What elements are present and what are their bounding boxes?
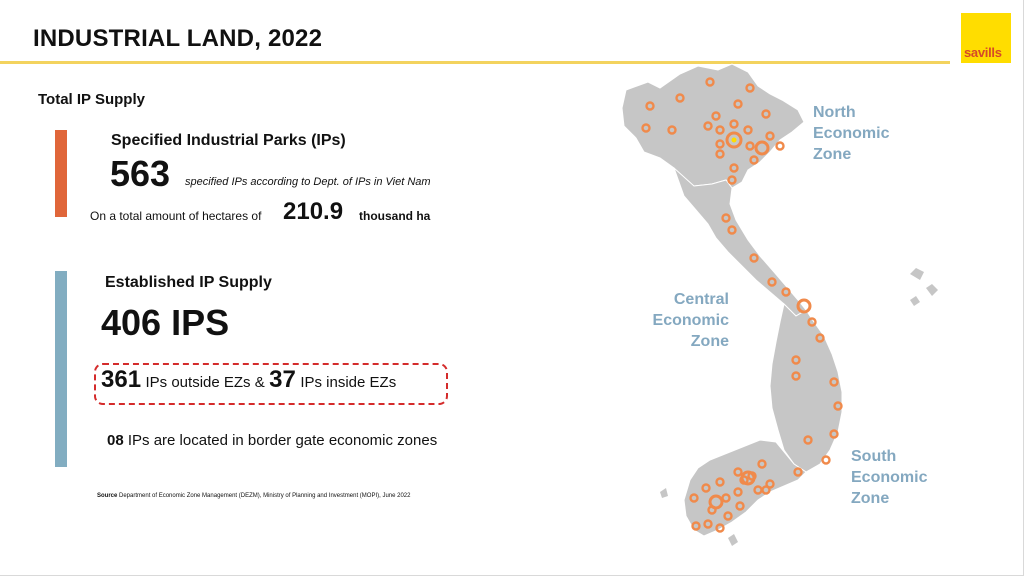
outside-ez-text: IPs outside EZs &: [145, 374, 265, 391]
ip-marker: [781, 287, 791, 297]
border-gate-note: 08 IPs are located in border gate econom…: [107, 431, 447, 451]
ip-marker: [715, 149, 725, 159]
central-zone-label: Central Economic Zone: [652, 291, 729, 350]
ip-marker: [689, 493, 699, 503]
ip-marker: [715, 139, 725, 149]
ip-marker: [775, 141, 785, 151]
logo-text: savills: [964, 45, 1002, 60]
ip-marker: [743, 125, 753, 135]
specified-heading: Specified Industrial Parks (IPs): [111, 132, 346, 149]
ip-marker: [703, 519, 713, 529]
title-divider: [0, 61, 950, 64]
ip-marker: [793, 467, 803, 477]
specified-count: 563: [110, 153, 171, 194]
inside-ez-text: IPs inside EZs: [300, 374, 397, 391]
north-zone-label: North Economic Zone: [813, 104, 890, 163]
source-note: Source Department of Economic Zone Manag…: [97, 492, 410, 501]
vietnam-map: [621, 63, 938, 546]
map-island-3: [910, 296, 920, 306]
source-text: Department of Economic Zone Management (…: [119, 493, 411, 499]
ip-marker: [749, 155, 759, 165]
savills-logo: savills: [961, 13, 1011, 63]
ez-highlight-box: [94, 363, 448, 405]
area-value: 210.9: [283, 198, 344, 225]
ip-marker: [675, 93, 685, 103]
ip-marker: [721, 493, 731, 503]
ip-markers: [641, 77, 843, 533]
ip-marker: [733, 467, 743, 477]
south-zone-label: South Economic Zone: [851, 448, 928, 507]
ip-marker: [829, 377, 839, 387]
specified-accent-bar: [55, 130, 67, 217]
ip-cluster-hanoi: [725, 131, 743, 149]
ip-marker: [723, 511, 733, 521]
ip-marker: [753, 485, 763, 495]
page-title: INDUSTRIAL LAND, 2022: [33, 25, 323, 52]
specified-count-note: specified IPs according to Dept. of IPs …: [185, 176, 431, 188]
ip-marker: [833, 401, 843, 411]
ip-marker: [733, 99, 743, 109]
ip-marker: [791, 355, 801, 365]
ip-cluster-mekong: [708, 494, 724, 510]
ip-marker: [829, 429, 839, 439]
ez-breakdown: 361 IPs outside EZs & 37 IPs inside EZs: [101, 366, 396, 394]
map-island-2: [926, 284, 938, 296]
ip-marker: [727, 175, 737, 185]
ip-marker: [821, 455, 831, 465]
ip-marker: [735, 501, 745, 511]
border-gate-count: 08: [107, 432, 124, 449]
source-label: Source: [97, 493, 118, 499]
established-accent-bar: [55, 271, 67, 467]
ip-marker: [745, 83, 755, 93]
ip-marker: [767, 277, 777, 287]
hanoi-center-dot: [731, 137, 737, 143]
map-region-central: [769, 303, 843, 473]
area-unit: thousand ha: [359, 209, 431, 223]
ip-marker: [729, 163, 739, 173]
border-gate-text: IPs are located in border gate economic …: [127, 432, 438, 449]
ip-marker: [715, 125, 725, 135]
established-count: 406 IPS: [101, 302, 230, 343]
ip-marker: [721, 213, 731, 223]
ip-marker: [715, 477, 725, 487]
map-region-north: [621, 63, 805, 189]
ip-marker: [703, 121, 713, 131]
section-title: Total IP Supply: [38, 91, 145, 108]
map-island-1: [910, 268, 924, 280]
ip-cluster-markers: [708, 131, 812, 510]
ip-marker: [705, 77, 715, 87]
ip-marker: [641, 123, 651, 133]
area-prefix: On a total amount of hectares of: [90, 209, 262, 223]
ip-cluster-hcmc: [740, 470, 756, 486]
ip-marker: [807, 317, 817, 327]
ip-marker: [791, 371, 801, 381]
established-heading: Established IP Supply: [105, 274, 272, 291]
ip-marker: [645, 101, 655, 111]
ip-cluster-haiphong: [754, 140, 770, 156]
ip-marker: [711, 111, 721, 121]
map-island-5: [728, 534, 738, 546]
ip-marker: [761, 109, 771, 119]
ip-marker: [729, 119, 739, 129]
ip-marker: [733, 487, 743, 497]
ip-marker: [701, 483, 711, 493]
ip-marker: [749, 253, 759, 263]
ip-marker: [765, 131, 775, 141]
ip-marker: [803, 435, 813, 445]
outside-ez-count: 361: [101, 366, 142, 393]
inside-ez-count: 37: [269, 366, 296, 393]
ip-marker: [727, 225, 737, 235]
map-island-4: [660, 488, 668, 498]
ip-marker: [745, 141, 755, 151]
ip-marker: [667, 125, 677, 135]
ip-marker: [765, 479, 775, 489]
ip-marker: [815, 333, 825, 343]
ip-marker: [691, 521, 701, 531]
ip-cluster-danang: [796, 298, 812, 314]
ip-marker: [715, 523, 725, 533]
ip-marker: [757, 459, 767, 469]
